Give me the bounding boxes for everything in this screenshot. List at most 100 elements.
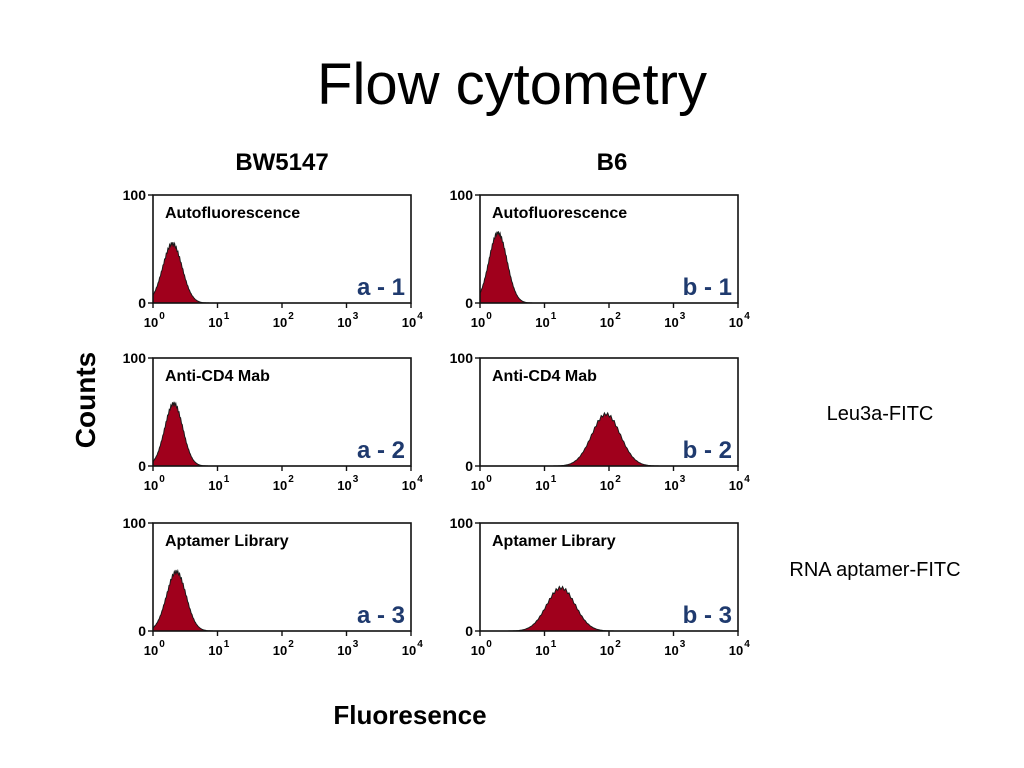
x-tick-label: 10 xyxy=(402,315,416,330)
x-tick-exponent: 3 xyxy=(353,474,359,485)
x-tick-label: 10 xyxy=(273,315,287,330)
histogram-area xyxy=(504,585,618,632)
side-label-rna-aptamer: RNA aptamer-FITC xyxy=(789,559,961,581)
y-tick-label: 0 xyxy=(138,295,146,311)
x-tick-label: 10 xyxy=(729,643,743,658)
x-tick-label: 10 xyxy=(273,643,287,658)
panel-title: Aptamer Library xyxy=(492,533,616,550)
x-tick-exponent: 2 xyxy=(615,639,621,650)
x-tick-exponent: 4 xyxy=(744,311,750,322)
x-tick-label: 10 xyxy=(471,315,485,330)
x-tick-label: 10 xyxy=(144,643,158,658)
x-tick-label: 10 xyxy=(337,478,351,493)
column-title: BW5147 xyxy=(235,149,328,176)
x-tick-label: 10 xyxy=(208,478,222,493)
x-tick-label: 10 xyxy=(600,643,614,658)
x-tick-label: 10 xyxy=(535,478,549,493)
panel-label: b - 3 xyxy=(683,602,732,629)
x-tick-label: 10 xyxy=(471,643,485,658)
x-tick-exponent: 4 xyxy=(417,311,423,322)
x-tick-label: 10 xyxy=(337,315,351,330)
x-tick-label: 10 xyxy=(402,478,416,493)
y-tick-label: 100 xyxy=(450,515,474,531)
x-tick-label: 10 xyxy=(600,315,614,330)
panel-label: a - 1 xyxy=(357,274,405,301)
x-tick-exponent: 2 xyxy=(288,311,294,322)
x-tick-exponent: 0 xyxy=(486,311,492,322)
x-tick-exponent: 3 xyxy=(353,311,359,322)
x-tick-label: 10 xyxy=(729,478,743,493)
x-tick-exponent: 4 xyxy=(744,639,750,650)
panel-title: Anti-CD4 Mab xyxy=(165,368,270,385)
x-tick-exponent: 1 xyxy=(224,311,230,322)
x-tick-exponent: 0 xyxy=(159,639,165,650)
x-tick-exponent: 1 xyxy=(551,311,557,322)
x-tick-label: 10 xyxy=(535,315,549,330)
panel-label: a - 2 xyxy=(357,437,405,464)
y-tick-label: 0 xyxy=(138,458,146,474)
x-tick-exponent: 1 xyxy=(224,639,230,650)
x-tick-exponent: 2 xyxy=(615,474,621,485)
y-tick-label: 0 xyxy=(465,295,473,311)
histogram-area xyxy=(479,231,535,304)
panel-label: b - 2 xyxy=(683,437,732,464)
x-tick-exponent: 0 xyxy=(486,639,492,650)
x-tick-exponent: 0 xyxy=(159,474,165,485)
x-tick-label: 10 xyxy=(208,643,222,658)
y-tick-label: 0 xyxy=(465,623,473,639)
x-tick-label: 10 xyxy=(535,643,549,658)
x-tick-exponent: 0 xyxy=(486,474,492,485)
y-tick-label: 100 xyxy=(123,515,147,531)
panel-title: Aptamer Library xyxy=(165,533,289,550)
panel-title: Anti-CD4 Mab xyxy=(492,368,597,385)
y-tick-label: 0 xyxy=(138,623,146,639)
x-tick-exponent: 1 xyxy=(224,474,230,485)
x-tick-exponent: 1 xyxy=(551,639,557,650)
x-tick-label: 10 xyxy=(144,478,158,493)
side-label-leu3a: Leu3a-FITC xyxy=(826,403,934,425)
x-tick-label: 10 xyxy=(273,478,287,493)
x-tick-label: 10 xyxy=(729,315,743,330)
x-axis-label: Fluoresence xyxy=(333,700,486,730)
x-tick-label: 10 xyxy=(600,478,614,493)
panel-title: Autofluorescence xyxy=(165,205,300,222)
histogram-area xyxy=(549,411,663,467)
y-tick-label: 100 xyxy=(450,350,474,366)
x-tick-exponent: 3 xyxy=(680,311,686,322)
x-tick-exponent: 2 xyxy=(288,474,294,485)
x-tick-label: 10 xyxy=(471,478,485,493)
column-title: B6 xyxy=(597,149,628,176)
x-tick-exponent: 3 xyxy=(680,639,686,650)
histogram-area xyxy=(152,568,215,632)
x-tick-label: 10 xyxy=(144,315,158,330)
histogram-area xyxy=(152,401,210,467)
x-tick-exponent: 3 xyxy=(353,639,359,650)
x-tick-label: 10 xyxy=(337,643,351,658)
y-tick-label: 100 xyxy=(123,350,147,366)
x-tick-label: 10 xyxy=(664,315,678,330)
panel-title: Autofluorescence xyxy=(492,205,627,222)
x-tick-exponent: 2 xyxy=(288,639,294,650)
x-tick-label: 10 xyxy=(664,478,678,493)
slide-title: Flow cytometry xyxy=(317,52,707,117)
y-tick-label: 0 xyxy=(465,458,473,474)
x-tick-exponent: 1 xyxy=(551,474,557,485)
histogram-area xyxy=(152,241,212,304)
y-axis-label: Counts xyxy=(70,352,101,448)
panel-label: b - 1 xyxy=(683,274,732,301)
x-tick-label: 10 xyxy=(208,315,222,330)
x-tick-exponent: 4 xyxy=(417,639,423,650)
x-tick-exponent: 3 xyxy=(680,474,686,485)
y-tick-label: 100 xyxy=(123,187,147,203)
panel-label: a - 3 xyxy=(357,602,405,629)
x-tick-exponent: 4 xyxy=(417,474,423,485)
x-tick-label: 10 xyxy=(664,643,678,658)
x-tick-exponent: 0 xyxy=(159,311,165,322)
x-tick-exponent: 4 xyxy=(744,474,750,485)
